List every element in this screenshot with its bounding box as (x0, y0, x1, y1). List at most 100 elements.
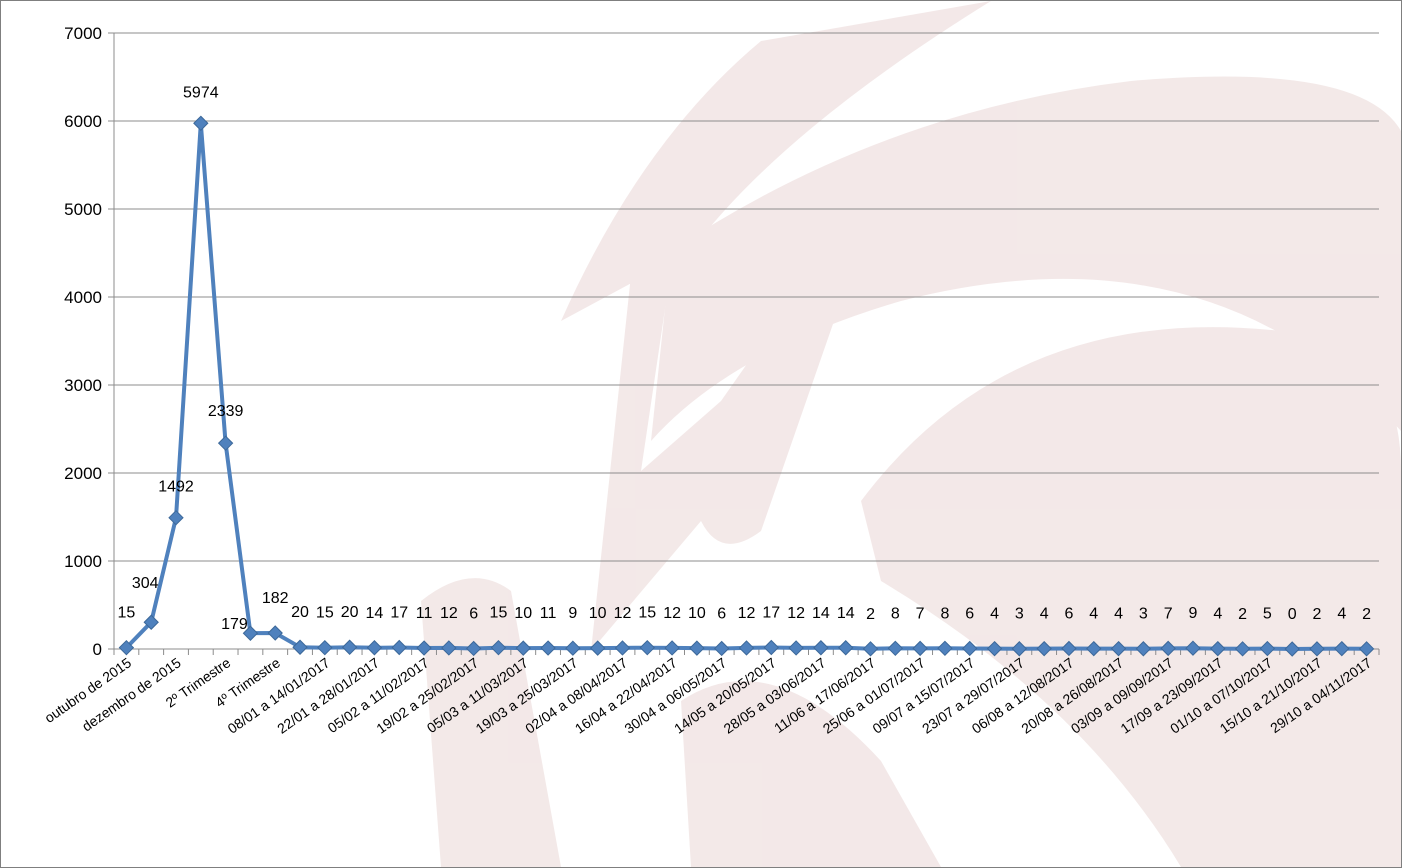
data-point-marker (242, 625, 259, 641)
data-point-marker (441, 640, 457, 656)
data-point-marker (143, 614, 159, 630)
data-point-marker (366, 640, 383, 656)
data-label: 15 (638, 605, 656, 622)
data-point-marker (1110, 640, 1127, 657)
data-point-marker (1036, 640, 1052, 657)
data-label: 4 (990, 606, 999, 623)
gridlines (114, 32, 1379, 562)
y-tick-label: 3000 (64, 376, 102, 395)
data-label: 182 (262, 590, 289, 607)
data-label: 2 (866, 606, 875, 623)
data-label: 3 (1139, 606, 1148, 623)
data-point-marker (1185, 640, 1201, 656)
data-point-marker (1358, 641, 1375, 657)
data-label: 9 (568, 605, 577, 622)
data-point-marker (589, 640, 606, 656)
data-point-marker (118, 639, 135, 656)
data-point-marker (1011, 641, 1028, 657)
data-label: 12 (440, 605, 458, 622)
data-label: 12 (787, 605, 805, 622)
data-label: 12 (663, 605, 681, 622)
data-point-marker (738, 640, 755, 656)
data-label: 2339 (208, 403, 244, 420)
data-label: 6 (1064, 605, 1073, 622)
data-point-marker (788, 640, 804, 656)
data-label: 1492 (158, 479, 194, 496)
data-label: 20 (291, 604, 309, 621)
data-label: 14 (837, 605, 855, 622)
data-label: 4 (1089, 606, 1098, 623)
y-tick-label: 4000 (64, 288, 102, 307)
data-label: 15 (490, 605, 508, 622)
data-point-marker (912, 640, 928, 657)
data-label: 179 (221, 616, 248, 633)
data-point-marker (416, 640, 432, 656)
y-tick-label: 7000 (64, 24, 102, 43)
data-point-marker (193, 115, 209, 131)
data-point-marker (1309, 641, 1325, 657)
data-point-marker (862, 641, 879, 657)
data-label: 2 (1362, 606, 1371, 623)
data-label: 2 (1313, 606, 1322, 623)
data-point-marker (1086, 640, 1102, 657)
y-tick-label: 0 (93, 640, 102, 659)
data-point-marker (813, 640, 829, 656)
data-point-marker (292, 639, 308, 655)
data-point-marker (217, 435, 234, 451)
data-point-marker (1284, 641, 1300, 657)
data-label: 14 (812, 605, 830, 622)
data-label: 4 (1114, 606, 1123, 623)
data-point-marker (465, 640, 482, 657)
data-point-marker (664, 640, 680, 656)
data-label: 10 (688, 605, 706, 622)
data-point-marker (962, 640, 978, 657)
series-markers (118, 115, 1375, 657)
data-label: 8 (940, 605, 949, 622)
data-point-marker (1259, 640, 1276, 657)
data-label: 17 (762, 605, 780, 622)
data-label: 2 (1238, 606, 1247, 623)
data-label: 304 (132, 575, 159, 592)
data-label: 14 (366, 605, 384, 622)
data-label: 5974 (183, 84, 219, 101)
y-tick-label: 2000 (64, 464, 102, 483)
data-label: 4 (1213, 606, 1222, 623)
data-label: 7 (916, 605, 925, 622)
data-point-marker (1334, 640, 1350, 657)
data-point-marker (490, 639, 507, 656)
data-point-marker (614, 640, 631, 656)
data-label: 9 (1189, 605, 1198, 622)
data-label: 17 (390, 605, 408, 622)
data-point-marker (986, 640, 1003, 657)
y-tick-label: 6000 (64, 112, 102, 131)
data-point-marker (1135, 641, 1152, 657)
data-label: 11 (416, 605, 433, 622)
data-label: 12 (614, 605, 632, 622)
data-point-marker (937, 640, 953, 657)
data-label: 6 (717, 605, 726, 622)
data-label: 5 (1263, 606, 1272, 623)
data-point-marker (515, 640, 531, 656)
data-label: 11 (540, 605, 557, 622)
data-point-marker (713, 640, 730, 657)
data-label: 0 (1288, 606, 1297, 623)
data-point-marker (887, 640, 904, 657)
data-label: 6 (469, 605, 478, 622)
data-point-marker (565, 640, 581, 656)
data-label: 7 (1164, 605, 1173, 622)
y-tick-label: 1000 (64, 552, 102, 571)
data-point-marker (540, 640, 556, 656)
data-point-marker (763, 639, 780, 656)
y-axis-tick-labels: 0 1000 2000 3000 4000 5000 6000 7000 (64, 24, 102, 659)
data-label: 4 (1040, 606, 1049, 623)
y-tick-label: 5000 (64, 200, 102, 219)
data-point-marker (267, 625, 283, 641)
data-label: 20 (341, 604, 359, 621)
data-point-marker (1061, 640, 1077, 657)
data-label: 4 (1337, 606, 1346, 623)
data-point-marker (391, 639, 407, 656)
data-point-marker (639, 639, 655, 656)
background-watermark (421, 1, 1401, 867)
